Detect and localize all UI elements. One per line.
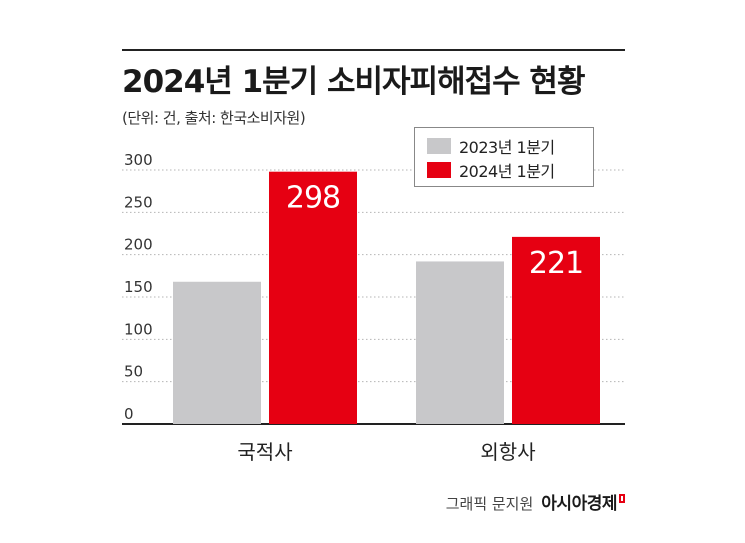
x-category-label: 외항사: [480, 440, 535, 464]
brand-mark-icon: [619, 494, 625, 503]
bar-2024-domestic: [269, 171, 357, 424]
legend-item-2024: 2024년 1분기: [427, 159, 555, 181]
bar-2023-foreign: [416, 261, 504, 424]
y-tick-label: 0: [124, 405, 134, 423]
credit-text: 그래픽 문지원: [445, 495, 534, 513]
bar-value-label: 298: [286, 181, 340, 216]
y-tick-label: 150: [124, 278, 153, 296]
legend-item-2023: 2023년 1분기: [427, 135, 555, 157]
legend-swatch-2023: [427, 138, 451, 154]
y-tick-label: 200: [124, 236, 153, 254]
y-tick-label: 50: [124, 363, 143, 381]
legend: 2023년 1분기 2024년 1분기: [414, 127, 594, 187]
y-tick-label: 100: [124, 320, 153, 338]
bar-2023-domestic: [173, 281, 261, 424]
legend-label-2023: 2023년 1분기: [459, 138, 555, 157]
credit: 그래픽 문지원 아시아경제: [446, 489, 625, 514]
y-tick-label: 300: [124, 151, 153, 169]
legend-swatch-2024: [427, 162, 451, 178]
y-tick-label: 250: [124, 193, 153, 211]
chart-title: 2024년 1분기 소비자피해접수 현황: [122, 64, 585, 100]
legend-label-2024: 2024년 1분기: [459, 162, 555, 181]
bar-2024-foreign: [512, 236, 600, 424]
top-rule: [122, 49, 625, 51]
bar-value-label: 221: [529, 246, 583, 281]
chart-subtitle: (단위: 건, 출처: 한국소비자원): [122, 109, 306, 127]
x-category-label: 국적사: [237, 440, 292, 464]
credit-brand-logo: 아시아경제: [541, 494, 617, 514]
